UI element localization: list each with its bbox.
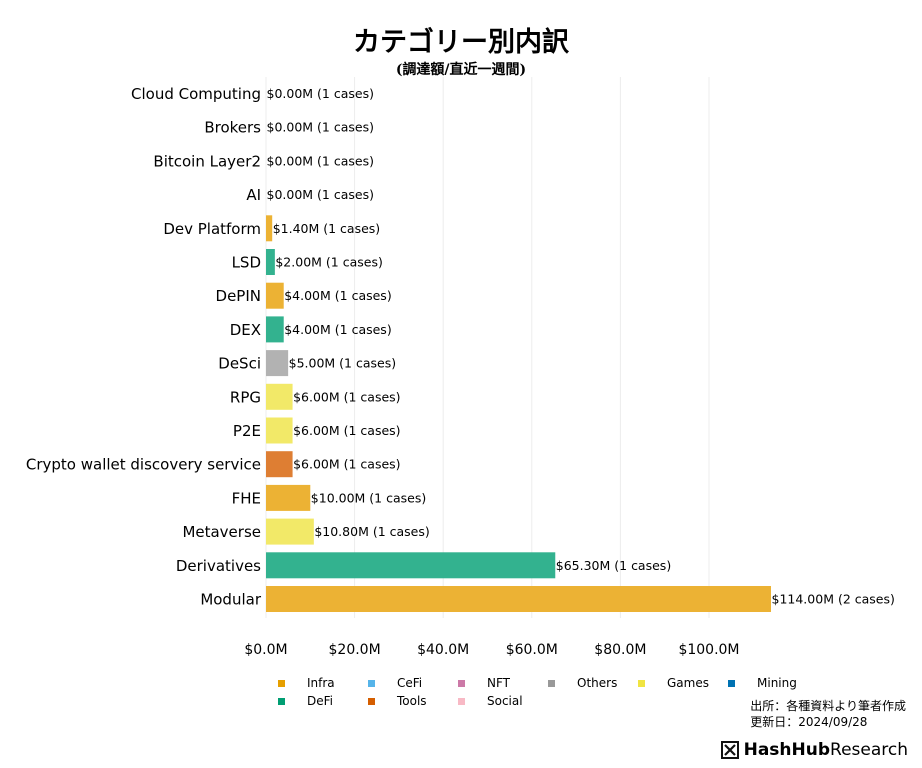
value-label: $10.80M (1 cases) [314,524,429,539]
value-label: $6.00M (1 cases) [293,389,400,404]
legend-label: NFT [487,676,510,690]
chart-subtitle: (調達額/直近一週間) [395,62,527,78]
bar [266,451,293,478]
category-label: AI [246,186,261,204]
legend-item: Others [546,676,636,690]
value-label: $1.40M (1 cases) [273,221,380,236]
category-label: Brokers [204,119,261,137]
legend-label: CeFi [397,676,423,690]
legend-item: Mining [726,676,816,690]
legend-swatch [278,697,285,705]
brand-logo: HashHub Research [720,740,908,760]
legend-label: Tools [397,694,427,708]
x-tick-label: $80.0M [594,642,646,658]
category-label: Metaverse [182,523,261,541]
legend: Infra CeFi NFT Others Games Mining DeFi Tools So… [276,676,816,708]
legend-swatch [548,679,555,687]
bar [266,383,293,410]
x-tick-label: $20.0M [329,642,381,658]
legend-label: Infra [307,676,335,690]
category-label: Cloud Computing [131,85,261,103]
bar [266,417,293,444]
bar [266,484,311,511]
legend-item: Infra [276,676,366,690]
legend-item: Games [636,676,726,690]
legend-item: CeFi [366,676,456,690]
chart-title: カテゴリー別内訳 [353,27,569,58]
x-tick-label: $40.0M [417,642,469,658]
value-label: $2.00M (1 cases) [275,255,382,270]
legend-swatch [368,679,375,687]
legend-item: Social [456,694,546,708]
legend-swatch [278,679,285,687]
bar [266,249,275,275]
legend-label: Social [487,694,523,708]
hashhub-logo-icon [720,741,739,759]
source-line: 出所：各種資料より筆者作成 [750,699,906,713]
value-label: $6.00M (1 cases) [293,423,400,438]
category-label: P2E [233,422,261,440]
legend-swatch [638,679,645,687]
value-label: $0.00M (1 cases) [267,86,374,101]
category-label: DEX [230,321,261,339]
legend-swatch [728,679,735,687]
category-label: Dev Platform [163,220,261,238]
bar [266,215,273,242]
value-label: $4.00M (1 cases) [284,288,391,303]
value-label: $0.00M (1 cases) [267,187,374,202]
legend-swatch [368,697,375,705]
category-label: Crypto wallet discovery service [26,456,261,474]
bar [266,586,771,612]
category-label: LSD [232,254,261,272]
category-label: Modular [200,591,262,609]
value-label: $10.00M (1 cases) [311,490,426,505]
legend-label: Mining [757,676,797,690]
value-label: $4.00M (1 cases) [284,322,391,337]
value-label: $6.00M (1 cases) [293,457,400,472]
legend-item: NFT [456,676,546,690]
category-label: RPG [230,388,261,406]
x-tick-label: $60.0M [506,642,558,658]
value-label: $0.00M (1 cases) [267,153,374,168]
bar [266,350,289,377]
brand-rest: Research [830,740,908,760]
updated-line: 更新日：2024/09/28 [750,715,868,729]
value-label: $5.00M (1 cases) [289,356,396,371]
legend-label: Games [667,676,709,690]
category-labels: Cloud Computing Brokers Bitcoin Layer2 AI De… [26,85,262,609]
bar [266,552,556,579]
bar-chart: Cloud Computing Brokers Bitcoin Layer2 AI De… [26,77,895,658]
category-label: Derivatives [176,557,261,575]
legend-swatch [458,697,465,705]
category-label: FHE [232,489,261,507]
legend-item: Tools [366,694,456,708]
bar [266,316,284,343]
value-labels: $0.00M (1 cases) $0.00M (1 cases) $0.00M (… [267,86,895,607]
bar [266,282,284,309]
value-label: $114.00M (2 cases) [772,592,895,607]
legend-label: DeFi [307,694,333,708]
source-note: 出所：各種資料より筆者作成 更新日：2024/09/28 [750,698,906,730]
value-label: $0.00M (1 cases) [267,120,374,135]
x-tick-label: $100.0M [678,642,739,658]
category-label: DePIN [216,287,261,305]
category-label: Bitcoin Layer2 [153,152,261,170]
legend-label: Others [577,676,618,690]
x-tick-labels: $0.0M $20.0M $40.0M $60.0M $80.0M $100.0M [244,642,739,658]
x-tick-label: $0.0M [244,642,287,658]
brand-bold: HashHub [743,740,831,760]
legend-item: DeFi [276,694,366,708]
category-label: DeSci [218,355,261,373]
bar [266,518,314,545]
value-label: $65.30M (1 cases) [556,558,671,573]
bars [266,215,771,612]
legend-swatch [458,679,465,687]
